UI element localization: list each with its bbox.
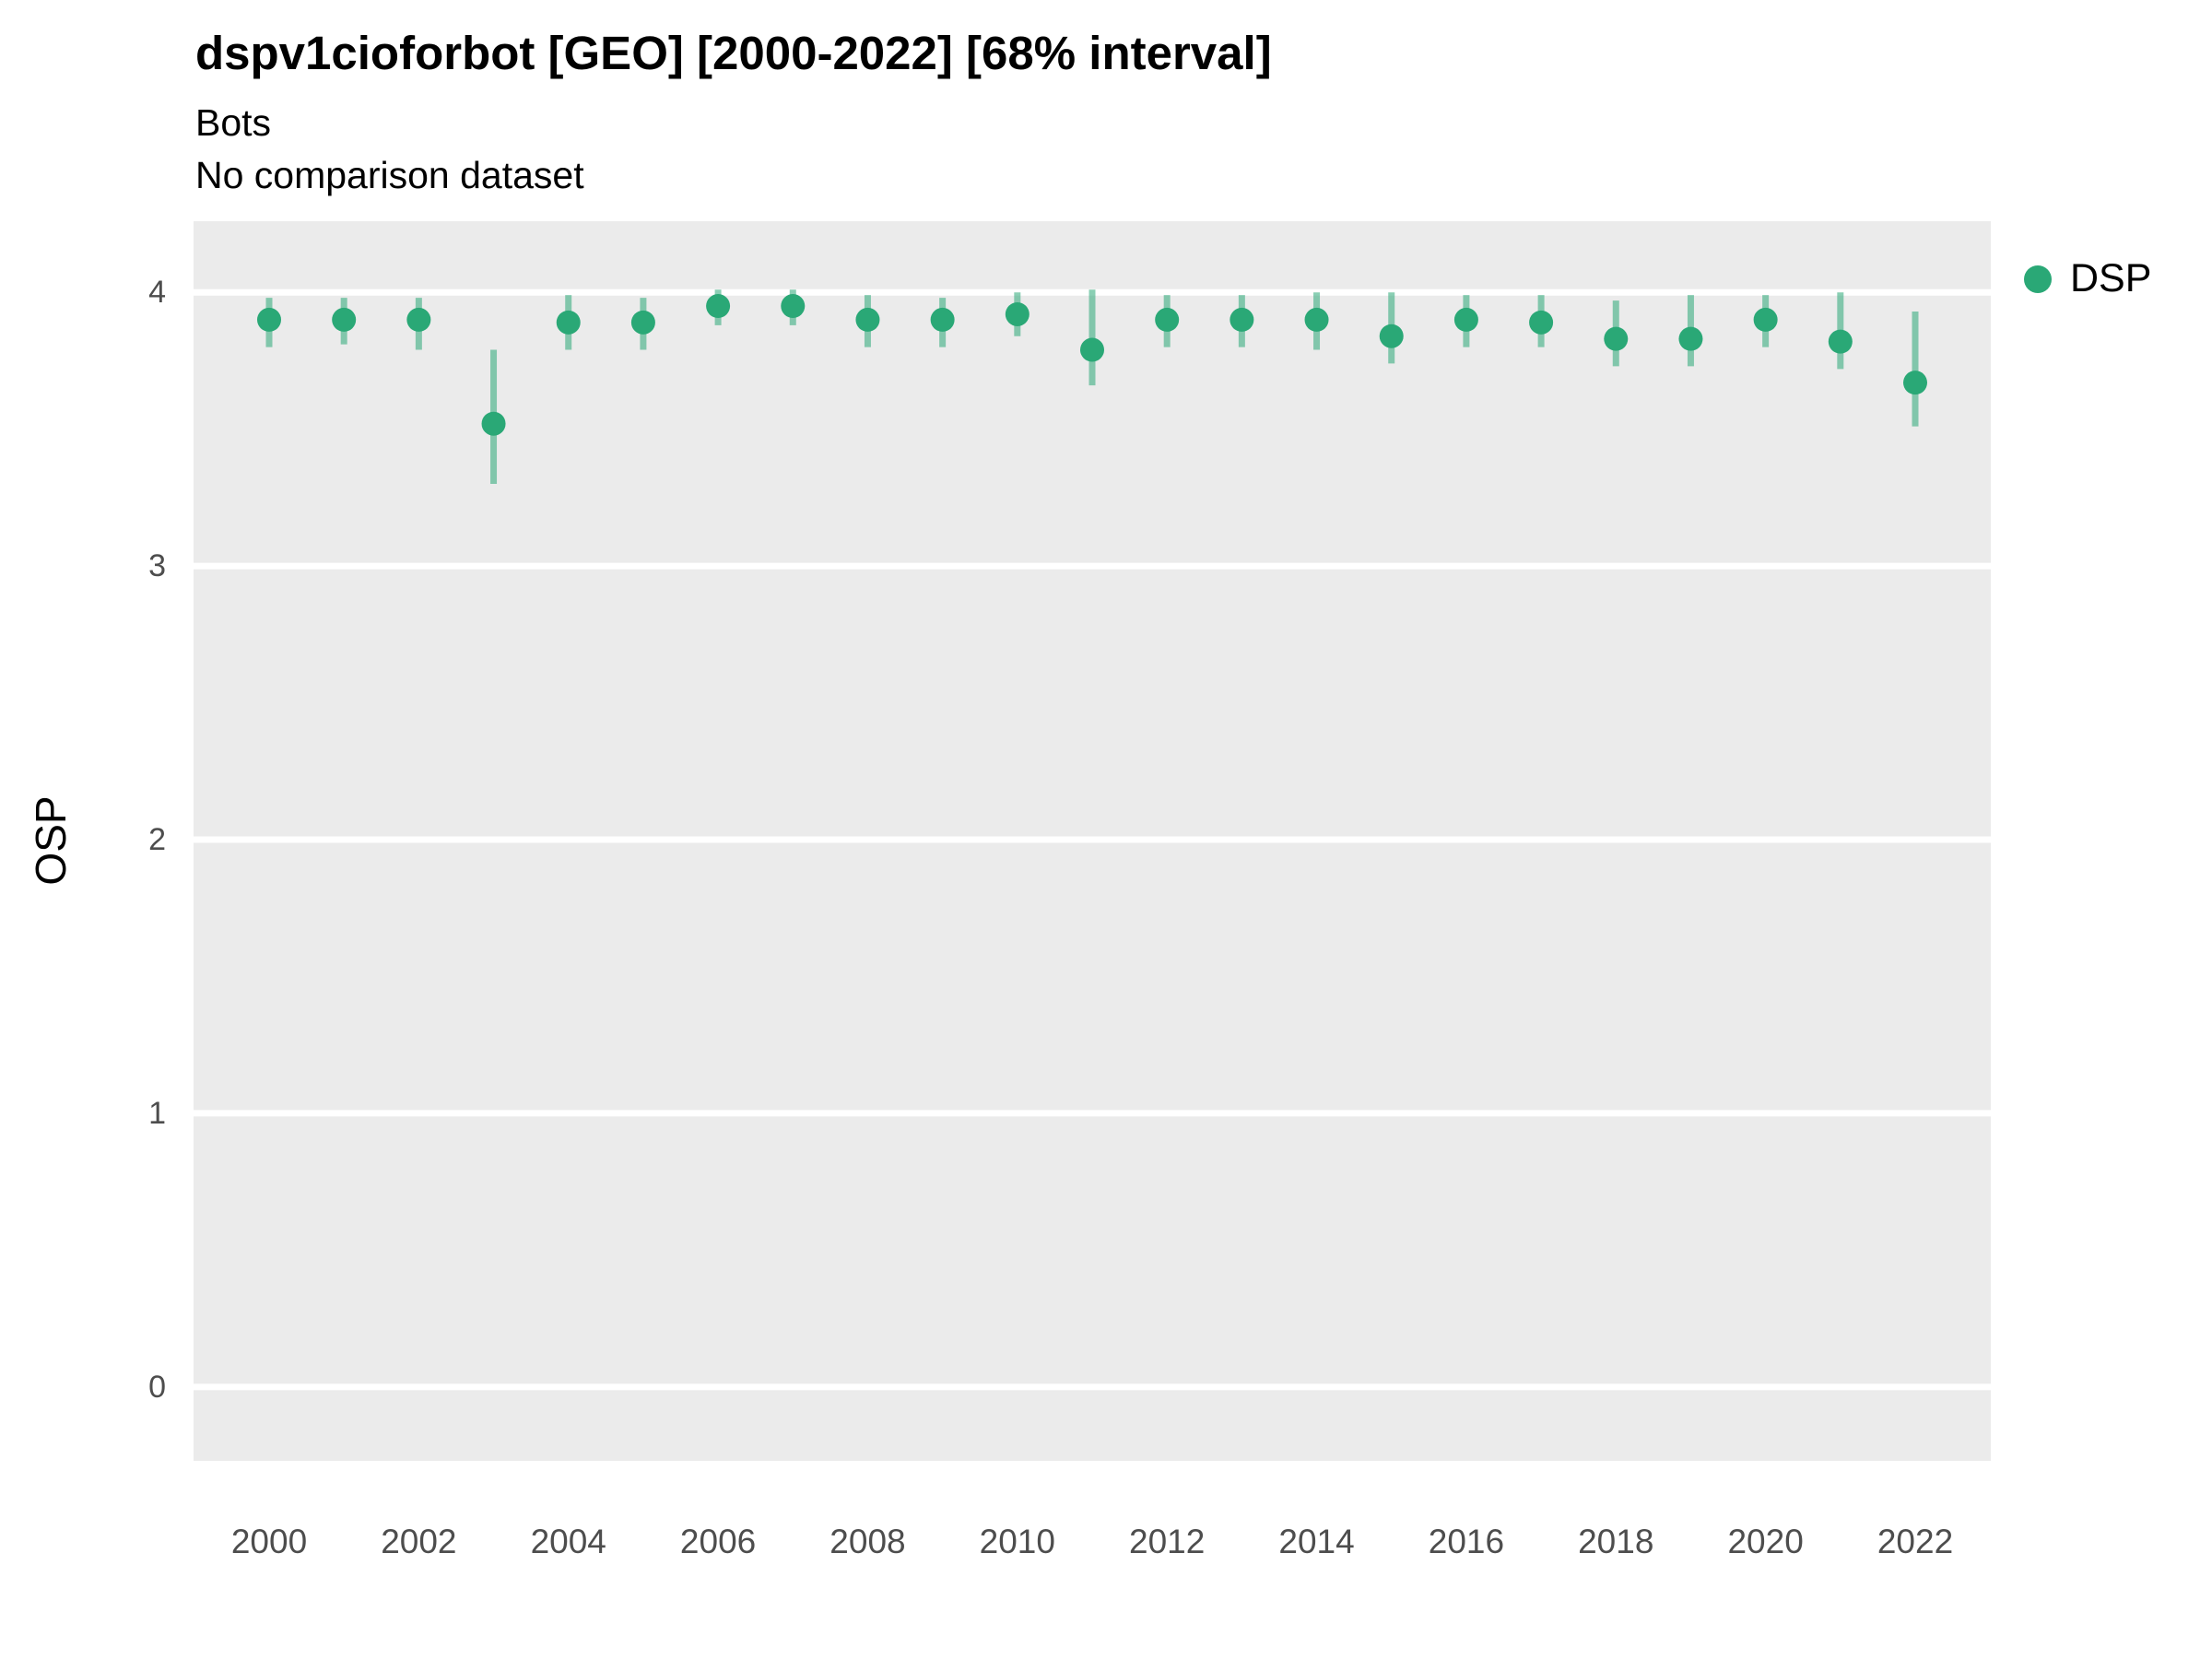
legend-dsp-label: DSP <box>2070 256 2152 300</box>
xtick-label-2004: 2004 <box>530 1523 606 1560</box>
chart-subtitle: Bots <box>195 101 272 144</box>
ytick-label-0: 0 <box>148 1369 166 1405</box>
xtick-label-2012: 2012 <box>1129 1523 1206 1560</box>
xtick-label-2002: 2002 <box>381 1523 457 1560</box>
xtick-label-2010: 2010 <box>979 1523 1055 1560</box>
chart-header: dspv1cioforbot [GEO] [2000-2022] [68% in… <box>195 26 1272 202</box>
xtick-label-2014: 2014 <box>1278 1523 1355 1560</box>
chart-note: No comparison dataset <box>195 154 584 196</box>
ytick-label-4: 4 <box>148 275 166 311</box>
xtick-label-2008: 2008 <box>830 1523 906 1560</box>
xtick-label-2016: 2016 <box>1428 1523 1505 1560</box>
xtick-label-2006: 2006 <box>679 1523 757 1560</box>
plot-panel <box>194 221 1991 1461</box>
chart-title: dspv1cioforbot [GEO] [2000-2022] [68% in… <box>195 27 1272 79</box>
y-axis-title: OSP <box>27 795 75 886</box>
xtick-label-2000: 2000 <box>230 1523 308 1560</box>
ytick-label-1: 1 <box>148 1095 166 1131</box>
ytick-label-2: 2 <box>148 822 166 857</box>
xtick-label-2020: 2020 <box>1727 1523 1804 1560</box>
ytick-label-3: 3 <box>148 548 166 584</box>
legend: DSP <box>2024 256 2151 301</box>
xtick-label-2018: 2018 <box>1578 1523 1654 1560</box>
legend-dsp-swatch <box>2024 265 2052 293</box>
xtick-label-2022: 2022 <box>1877 1523 1954 1560</box>
